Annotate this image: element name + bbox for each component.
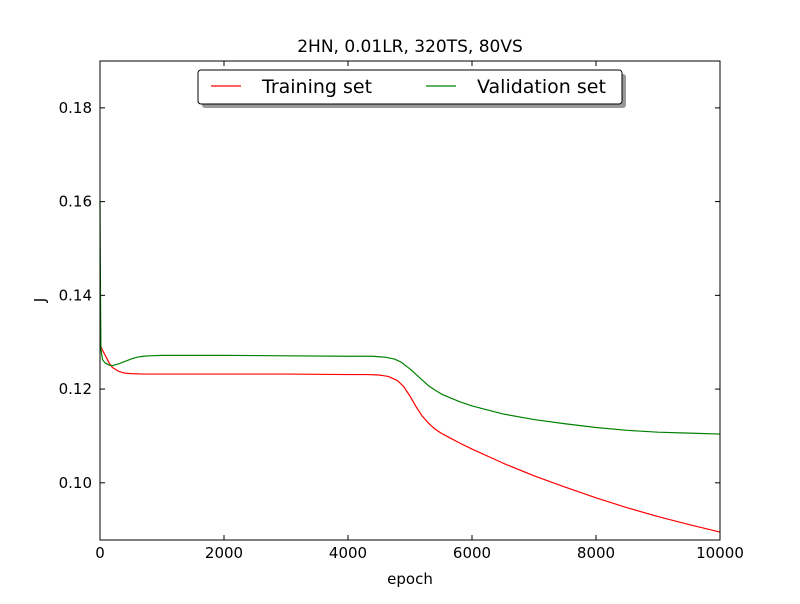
x-tick-label-2: 4000 — [329, 544, 367, 562]
series-line-1 — [99, 201, 721, 435]
legend-label-training: Training set — [261, 76, 372, 98]
ticks-layer: 0 2000 4000 6000 8000 10000 0.10 0.12 0.14 0.16 0.… — [59, 61, 744, 562]
y-tick-label-0: 0.10 — [59, 474, 92, 492]
x-tick-label-3: 6000 — [453, 544, 491, 562]
chart-title: 2HN, 0.01LR, 320TS, 80VS — [297, 37, 523, 57]
legend: Training set Validation set — [197, 69, 626, 108]
x-axis-label: epoch — [387, 570, 433, 588]
series-layer — [99, 201, 721, 533]
y-tick-label-2: 0.14 — [59, 286, 92, 304]
legend-label-validation: Validation set — [477, 76, 606, 98]
y-tick-label-3: 0.16 — [59, 193, 92, 211]
x-tick-label-1: 2000 — [205, 544, 243, 562]
plot-frame — [99, 60, 721, 541]
x-tick-label-5: 10000 — [696, 544, 744, 562]
series-line-0 — [99, 339, 721, 533]
x-tick-label-0: 0 — [95, 544, 105, 562]
legend-box — [197, 69, 623, 105]
y-axis-label: J — [31, 298, 49, 303]
x-tick-label-4: 8000 — [577, 544, 615, 562]
y-tick-label-4: 0.18 — [59, 99, 92, 117]
y-tick-label-1: 0.12 — [59, 380, 92, 398]
